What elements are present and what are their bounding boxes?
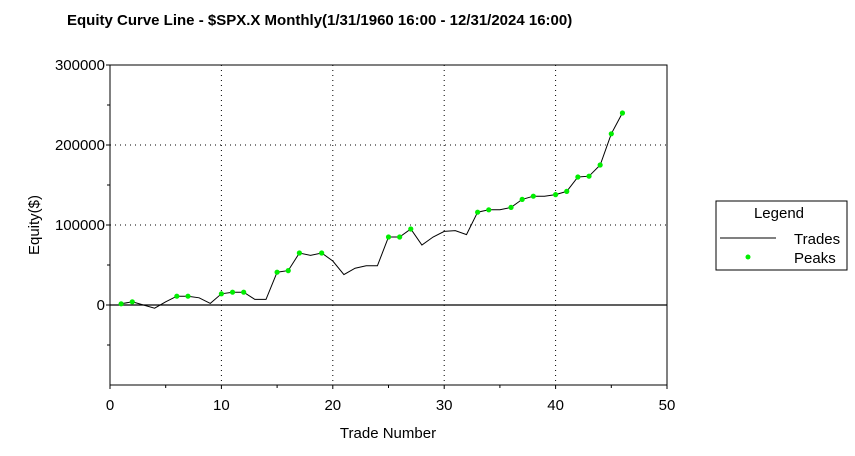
peak-point [285, 268, 291, 274]
peak-point [530, 193, 536, 199]
y-tick-label: 0 [97, 297, 105, 314]
series-points [118, 110, 626, 307]
peak-point [185, 293, 191, 299]
peak-point [129, 299, 135, 305]
peak-point [597, 162, 603, 168]
legend-box [715, 200, 848, 271]
legend-peaks-marker [745, 254, 751, 260]
peak-point [564, 188, 570, 194]
peak-point [296, 250, 302, 256]
peak-point [519, 196, 525, 202]
chart-title: Equity Curve Line - $SPX.X Monthly(1/31/… [67, 12, 572, 29]
legend: Legend Trades Peaks [715, 200, 848, 271]
axes [109, 64, 668, 386]
y-axis-label: Equity($) [26, 195, 43, 255]
x-tick-label: 50 [659, 397, 676, 414]
peak-point [174, 293, 180, 299]
peak-point [319, 250, 325, 256]
peak-point [553, 192, 559, 198]
x-tick-label: 20 [324, 397, 341, 414]
peak-point [118, 301, 124, 307]
peak-point [229, 289, 236, 295]
legend-title: Legend [754, 205, 804, 222]
peak-point [274, 269, 280, 275]
peak-point [586, 173, 592, 179]
x-tick-label: 0 [106, 397, 114, 414]
series-lines [121, 112, 623, 309]
peak-point [608, 131, 614, 137]
x-axis-ticks: 0 10 20 30 40 50 [106, 385, 676, 414]
y-tick-label: 100000 [55, 217, 105, 234]
trades-line [121, 112, 623, 309]
peak-point [241, 289, 247, 295]
peak-point [218, 291, 224, 297]
peak-point [397, 234, 403, 240]
x-axis-label: Trade Number [340, 425, 436, 442]
x-tick-label: 30 [436, 397, 453, 414]
y-tick-label: 300000 [55, 57, 105, 74]
peak-point [408, 226, 414, 232]
y-tick-label: 200000 [55, 137, 105, 154]
legend-peaks-label: Peaks [794, 250, 836, 267]
peak-point [486, 207, 492, 213]
x-tick-label: 40 [547, 397, 564, 414]
peak-point [508, 204, 514, 210]
peak-point [575, 174, 581, 180]
peak-point [619, 110, 626, 116]
peak-point [385, 234, 392, 240]
x-tick-label: 10 [213, 397, 230, 414]
grid-lines [110, 65, 667, 385]
plot-frame [109, 64, 668, 386]
legend-trades-label: Trades [794, 231, 840, 248]
y-axis-ticks: 300000 200000 100000 0 [55, 57, 110, 346]
peak-point [475, 209, 481, 215]
